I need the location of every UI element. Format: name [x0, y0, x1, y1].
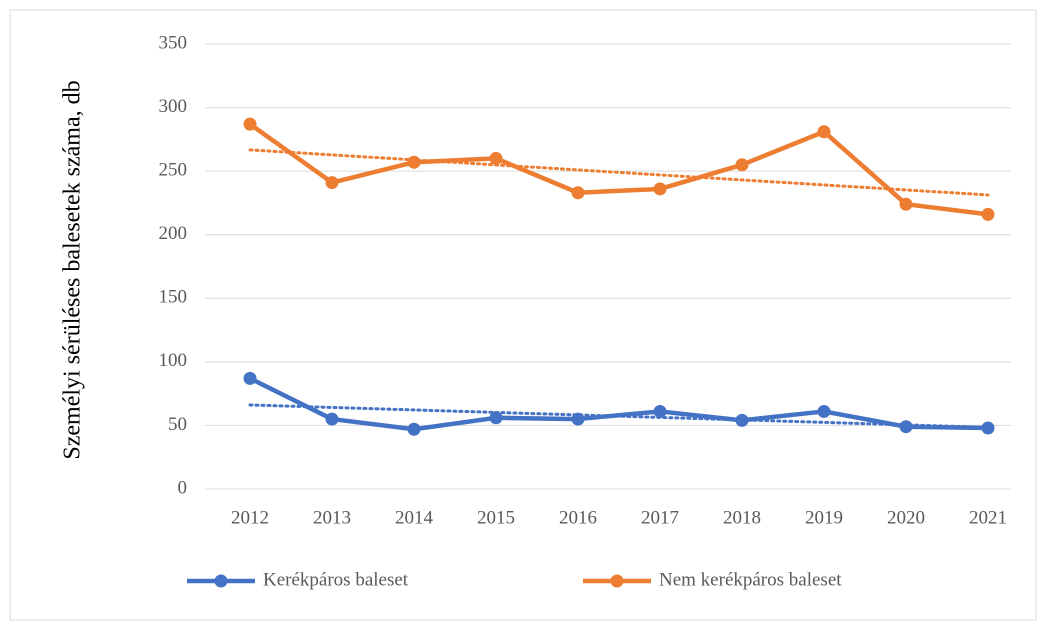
x-tick-label: 2021	[969, 507, 1007, 528]
y-tick-label: 250	[159, 160, 188, 181]
y-tick-label: 350	[159, 32, 188, 53]
x-tick-label: 2015	[477, 507, 515, 528]
chart-frame	[9, 9, 1037, 621]
data-point	[325, 176, 339, 190]
data-point	[981, 421, 995, 435]
data-point	[489, 151, 503, 165]
data-point	[243, 117, 257, 131]
legend-label: Nem kerékpáros baleset	[659, 569, 842, 590]
x-tick-label: 2018	[723, 507, 761, 528]
data-point	[981, 207, 995, 221]
data-point	[407, 155, 421, 169]
data-point	[817, 404, 831, 418]
legend-label: Kerékpáros baleset	[263, 569, 409, 590]
data-point	[899, 197, 913, 211]
y-tick-label: 150	[159, 287, 188, 308]
data-point	[653, 182, 667, 196]
legend-marker	[214, 574, 228, 588]
x-tick-label: 2012	[231, 507, 269, 528]
data-point	[489, 411, 503, 425]
data-point	[899, 420, 913, 434]
legend-marker	[610, 574, 624, 588]
data-point	[325, 412, 339, 426]
data-point	[407, 422, 421, 436]
data-point	[243, 371, 257, 385]
x-tick-label: 2014	[395, 507, 434, 528]
trendline	[248, 148, 990, 197]
data-point	[735, 158, 749, 172]
data-point	[817, 125, 831, 139]
data-point	[653, 404, 667, 418]
y-axis-label: Személyi sérüléses balesetek száma, db	[60, 80, 86, 459]
y-tick-label: 200	[159, 223, 188, 244]
y-tick-label: 0	[178, 477, 188, 498]
x-tick-label: 2013	[313, 507, 351, 528]
y-tick-label: 300	[159, 96, 188, 117]
series-line	[248, 376, 989, 432]
x-tick-label: 2020	[887, 507, 925, 528]
x-tick-label: 2019	[805, 507, 843, 528]
data-point	[571, 412, 585, 426]
series-line	[248, 122, 989, 217]
y-tick-label: 100	[159, 350, 188, 371]
data-point	[735, 413, 749, 427]
x-tick-label: 2016	[559, 507, 597, 528]
x-tick-label: 2017	[641, 507, 679, 528]
y-tick-label: 50	[168, 414, 187, 435]
data-point	[571, 186, 585, 200]
